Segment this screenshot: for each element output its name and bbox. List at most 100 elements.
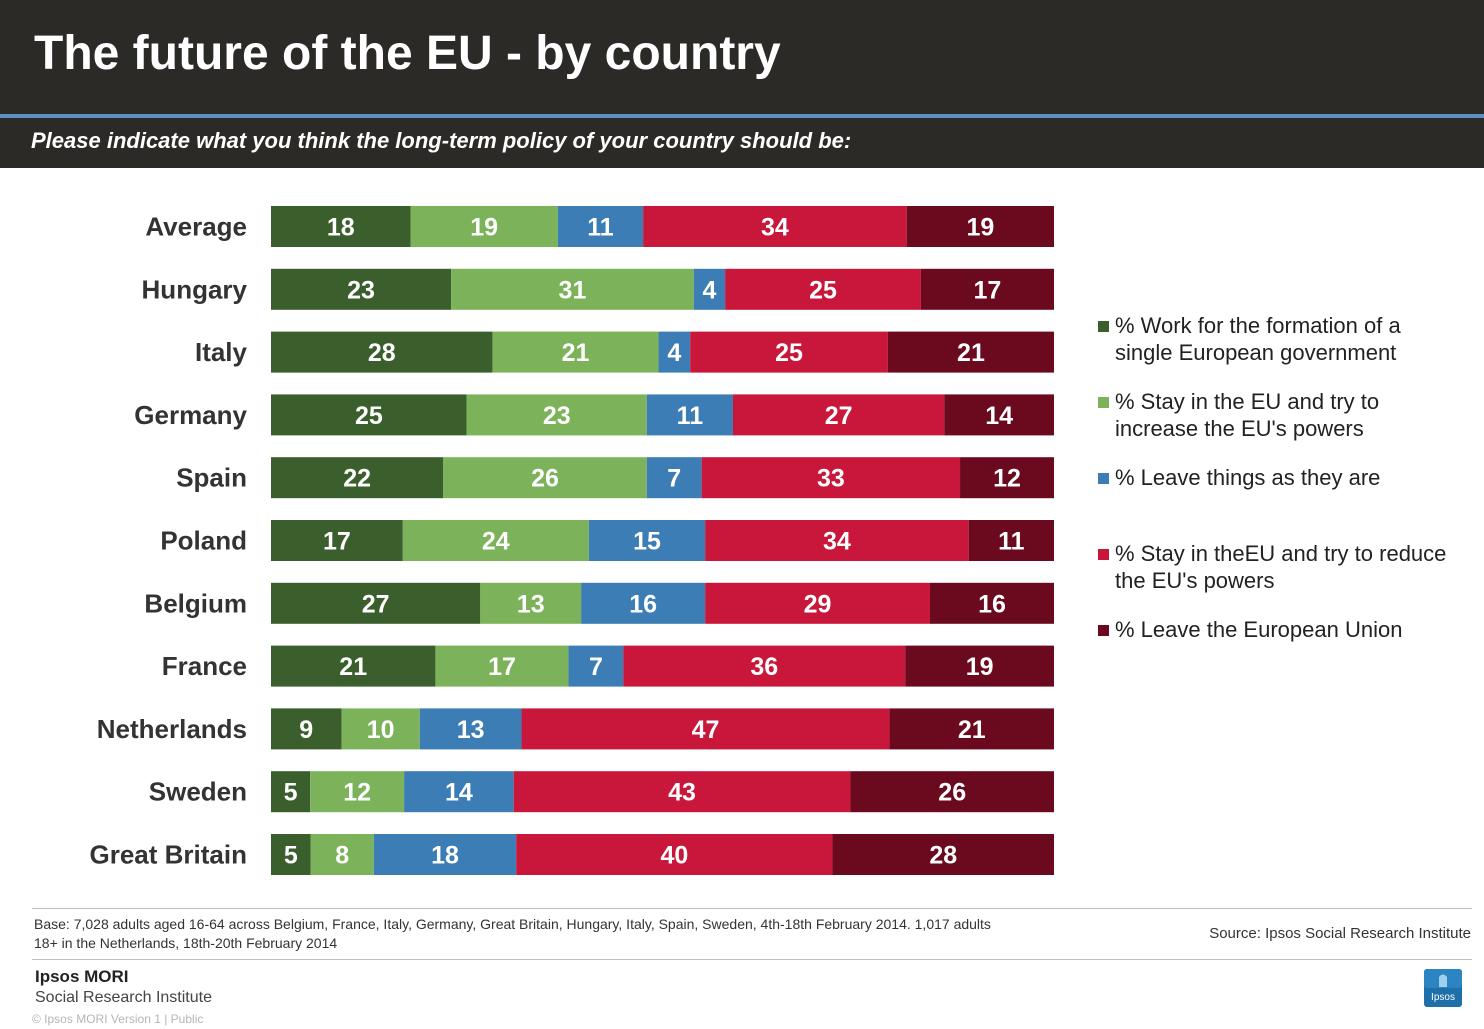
legend-line-3-1: % Leave things as they are bbox=[1115, 465, 1381, 490]
category-label-average: Average bbox=[145, 212, 247, 242]
bar-segment-hungary-3 bbox=[693, 268, 726, 310]
data-label-sweden-2: 12 bbox=[343, 779, 371, 807]
bar-segment-great-britain-1 bbox=[271, 834, 311, 875]
category-label-italy: Italy bbox=[195, 337, 248, 367]
stacked-bar-chart: Average 18 19 11 34 19 Hungary 23 31 4 25 17 Italy 28… bbox=[90, 206, 1054, 875]
bar-segment-poland-5 bbox=[968, 520, 1054, 561]
bar-segment-poland-2 bbox=[402, 520, 589, 561]
legend-swatch-4 bbox=[1098, 549, 1109, 560]
version-note: © Ipsos MORI Version 1 | Public bbox=[32, 1012, 204, 1026]
category-label-belgium: Belgium bbox=[144, 588, 247, 618]
data-label-sweden-5: 26 bbox=[938, 779, 966, 807]
bar-segment-spain-2 bbox=[443, 457, 647, 499]
bar-segment-average-2 bbox=[410, 206, 558, 247]
data-label-france-5: 19 bbox=[966, 653, 994, 681]
data-label-hungary-3: 4 bbox=[703, 276, 717, 304]
bar-segment-france-5 bbox=[905, 645, 1054, 687]
bar-segment-hungary-1 bbox=[271, 268, 452, 310]
data-label-netherlands-4: 47 bbox=[692, 716, 720, 744]
bar-segment-belgium-3 bbox=[581, 582, 706, 624]
data-label-netherlands-1: 9 bbox=[299, 716, 313, 744]
footer-divider-top bbox=[32, 908, 1472, 909]
bar-segment-germany-3 bbox=[646, 394, 733, 436]
data-label-italy-1: 28 bbox=[368, 339, 396, 367]
data-label-italy-3: 4 bbox=[667, 339, 681, 367]
category-label-netherlands: Netherlands bbox=[97, 714, 247, 744]
brand-subtitle: Social Research Institute bbox=[35, 989, 212, 1006]
legend-label-3: % Leave things as they are bbox=[1115, 464, 1475, 491]
category-label-hungary: Hungary bbox=[142, 274, 248, 304]
data-label-france-3: 7 bbox=[589, 653, 603, 681]
footer-divider-bottom bbox=[32, 959, 1472, 960]
bar-segment-poland-4 bbox=[705, 520, 969, 561]
data-label-france-1: 21 bbox=[339, 653, 367, 681]
bar-segment-hungary-2 bbox=[451, 268, 694, 310]
bar-segment-france-4 bbox=[623, 645, 906, 687]
category-label-sweden: Sweden bbox=[149, 777, 247, 807]
data-label-sweden-1: 5 bbox=[284, 779, 298, 807]
bar-segment-italy-2 bbox=[492, 331, 659, 373]
data-label-germany-2: 23 bbox=[543, 402, 571, 430]
category-label-france: France bbox=[162, 651, 247, 681]
data-label-france-4: 36 bbox=[750, 653, 778, 681]
data-label-average-1: 18 bbox=[327, 214, 355, 242]
data-label-belgium-3: 16 bbox=[629, 590, 657, 618]
data-label-great-britain-3: 18 bbox=[431, 842, 459, 870]
legend-swatch-2 bbox=[1098, 397, 1109, 408]
bar-segment-poland-3 bbox=[588, 520, 706, 561]
legend-label-4: % Stay in theEU and try to reduce the EU'… bbox=[1115, 540, 1475, 594]
bar-segment-belgium-2 bbox=[480, 582, 582, 624]
data-label-spain-4: 33 bbox=[817, 465, 845, 493]
legend-line-4-1: % Stay in theEU and try to reduce bbox=[1115, 541, 1447, 566]
bar-segment-germany-4 bbox=[732, 394, 945, 436]
bar-segment-average-3 bbox=[557, 206, 644, 247]
data-label-hungary-5: 17 bbox=[974, 276, 1002, 304]
data-label-sweden-4: 43 bbox=[668, 779, 696, 807]
data-label-belgium-2: 13 bbox=[517, 590, 545, 618]
category-label-spain: Spain bbox=[176, 463, 247, 493]
bar-segment-average-4 bbox=[643, 206, 907, 247]
bar-segment-france-3 bbox=[568, 645, 624, 687]
bar-segment-netherlands-2 bbox=[341, 708, 420, 750]
ipsos-logo: Ipsos bbox=[1424, 969, 1462, 1007]
bar-segment-france-1 bbox=[271, 645, 436, 687]
source-note: Source: Ipsos Social Research Institute bbox=[1209, 925, 1471, 942]
category-label-poland: Poland bbox=[160, 526, 247, 556]
data-label-belgium-1: 27 bbox=[362, 590, 390, 618]
bar-segment-spain-3 bbox=[646, 457, 702, 499]
bar-segment-average-1 bbox=[271, 206, 411, 247]
bar-segment-sweden-4 bbox=[513, 771, 851, 813]
data-label-spain-1: 22 bbox=[343, 465, 371, 493]
logo-text: Ipsos bbox=[1431, 992, 1455, 1003]
bar-segment-sweden-2 bbox=[310, 771, 405, 813]
bar-segment-belgium-1 bbox=[271, 582, 481, 624]
question-subtitle: Please indicate what you think the long-… bbox=[31, 128, 852, 153]
legend-line-1-1: % Work for the formation of a bbox=[1115, 313, 1401, 338]
bar-segment-netherlands-1 bbox=[271, 708, 342, 750]
data-label-great-britain-5: 28 bbox=[929, 842, 957, 870]
data-label-netherlands-2: 10 bbox=[367, 716, 395, 744]
bar-segment-germany-2 bbox=[466, 394, 647, 436]
bar-segment-spain-5 bbox=[960, 457, 1054, 499]
bar-segment-germany-1 bbox=[271, 394, 467, 436]
bar-segment-sweden-1 bbox=[271, 771, 311, 813]
data-label-average-3: 11 bbox=[587, 214, 614, 242]
category-label-germany: Germany bbox=[134, 400, 247, 430]
data-label-average-5: 19 bbox=[966, 214, 994, 242]
bar-segment-spain-1 bbox=[271, 457, 444, 499]
bar-segment-france-2 bbox=[435, 645, 569, 687]
legend-line-4-2: the EU's powers bbox=[1115, 568, 1275, 593]
header-divider bbox=[0, 114, 1484, 118]
data-label-sweden-3: 14 bbox=[445, 779, 473, 807]
data-label-poland-1: 17 bbox=[323, 528, 351, 556]
legend-swatch-3 bbox=[1098, 473, 1109, 484]
data-label-poland-3: 15 bbox=[633, 528, 661, 556]
data-label-germany-5: 14 bbox=[985, 402, 1013, 430]
bar-segment-italy-5 bbox=[887, 331, 1054, 373]
legend-line-5-1: % Leave the European Union bbox=[1115, 617, 1403, 642]
bar-segment-italy-1 bbox=[271, 331, 493, 373]
data-label-belgium-5: 16 bbox=[978, 590, 1006, 618]
data-label-poland-4: 34 bbox=[823, 528, 851, 556]
header-band bbox=[0, 0, 1484, 168]
legend-line-1-2: single European government bbox=[1115, 340, 1397, 365]
